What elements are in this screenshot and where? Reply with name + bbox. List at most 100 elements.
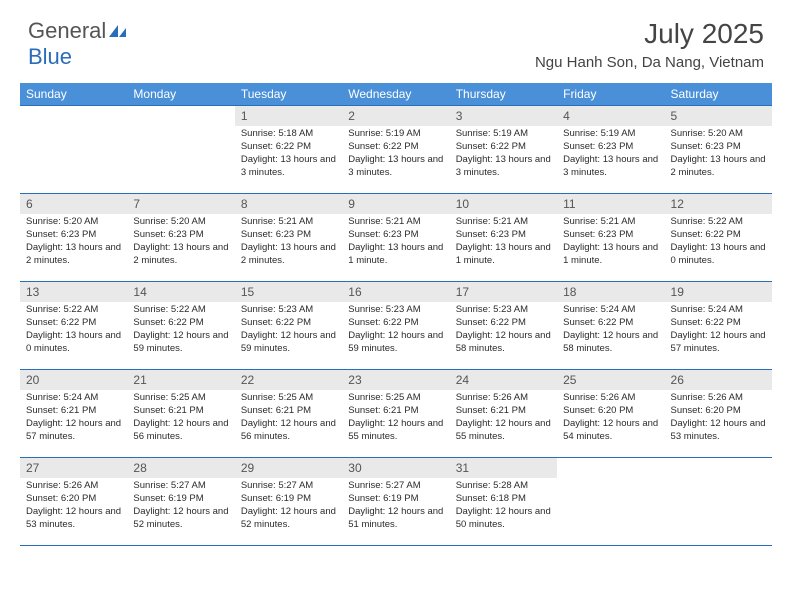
day-number: 1 bbox=[235, 106, 342, 126]
day-details: Sunrise: 5:27 AMSunset: 6:19 PMDaylight:… bbox=[342, 478, 449, 535]
daylight-line: Daylight: 12 hours and 58 minutes. bbox=[563, 330, 658, 356]
daylight-line: Daylight: 12 hours and 51 minutes. bbox=[348, 506, 443, 532]
daylight-line: Daylight: 12 hours and 52 minutes. bbox=[133, 506, 228, 532]
sunrise-line: Sunrise: 5:22 AM bbox=[26, 304, 121, 317]
daylight-line: Daylight: 13 hours and 3 minutes. bbox=[563, 154, 658, 180]
title-block: July 2025 Ngu Hanh Son, Da Nang, Vietnam bbox=[535, 18, 764, 71]
daylight-line: Daylight: 13 hours and 2 minutes. bbox=[241, 242, 336, 268]
sunset-line: Sunset: 6:22 PM bbox=[348, 317, 443, 330]
weekday-header: Tuesday bbox=[235, 83, 342, 106]
sunset-line: Sunset: 6:23 PM bbox=[671, 141, 766, 154]
calendar-day-cell: 10Sunrise: 5:21 AMSunset: 6:23 PMDayligh… bbox=[450, 194, 557, 282]
sunset-line: Sunset: 6:23 PM bbox=[26, 229, 121, 242]
daylight-line: Daylight: 12 hours and 55 minutes. bbox=[348, 418, 443, 444]
sunset-line: Sunset: 6:23 PM bbox=[133, 229, 228, 242]
sunrise-line: Sunrise: 5:28 AM bbox=[456, 480, 551, 493]
sunrise-line: Sunrise: 5:20 AM bbox=[671, 128, 766, 141]
calendar-day-cell: 19Sunrise: 5:24 AMSunset: 6:22 PMDayligh… bbox=[665, 282, 772, 370]
calendar-week-row: 20Sunrise: 5:24 AMSunset: 6:21 PMDayligh… bbox=[20, 370, 772, 458]
sunset-line: Sunset: 6:22 PM bbox=[133, 317, 228, 330]
sunrise-line: Sunrise: 5:24 AM bbox=[563, 304, 658, 317]
day-number: 12 bbox=[665, 194, 772, 214]
logo: General bbox=[28, 18, 128, 44]
day-number: 29 bbox=[235, 458, 342, 478]
sunrise-line: Sunrise: 5:23 AM bbox=[348, 304, 443, 317]
sunset-line: Sunset: 6:22 PM bbox=[456, 141, 551, 154]
sunrise-line: Sunrise: 5:27 AM bbox=[133, 480, 228, 493]
sunset-line: Sunset: 6:19 PM bbox=[348, 493, 443, 506]
day-number: 30 bbox=[342, 458, 449, 478]
sunrise-line: Sunrise: 5:25 AM bbox=[133, 392, 228, 405]
daylight-line: Daylight: 13 hours and 3 minutes. bbox=[348, 154, 443, 180]
day-details: Sunrise: 5:24 AMSunset: 6:22 PMDaylight:… bbox=[665, 302, 772, 359]
day-number: 17 bbox=[450, 282, 557, 302]
calendar-day-cell: 6Sunrise: 5:20 AMSunset: 6:23 PMDaylight… bbox=[20, 194, 127, 282]
calendar-day-cell: 29Sunrise: 5:27 AMSunset: 6:19 PMDayligh… bbox=[235, 458, 342, 546]
sunset-line: Sunset: 6:20 PM bbox=[563, 405, 658, 418]
calendar-day-cell: 20Sunrise: 5:24 AMSunset: 6:21 PMDayligh… bbox=[20, 370, 127, 458]
sunset-line: Sunset: 6:22 PM bbox=[348, 141, 443, 154]
sunset-line: Sunset: 6:19 PM bbox=[241, 493, 336, 506]
day-number: 19 bbox=[665, 282, 772, 302]
sunset-line: Sunset: 6:23 PM bbox=[348, 229, 443, 242]
month-title: July 2025 bbox=[535, 18, 764, 50]
sunset-line: Sunset: 6:22 PM bbox=[671, 229, 766, 242]
sunset-line: Sunset: 6:21 PM bbox=[456, 405, 551, 418]
day-number: 8 bbox=[235, 194, 342, 214]
sunrise-line: Sunrise: 5:19 AM bbox=[456, 128, 551, 141]
calendar-day-cell: 23Sunrise: 5:25 AMSunset: 6:21 PMDayligh… bbox=[342, 370, 449, 458]
day-number: 3 bbox=[450, 106, 557, 126]
daylight-line: Daylight: 13 hours and 0 minutes. bbox=[671, 242, 766, 268]
sunrise-line: Sunrise: 5:24 AM bbox=[26, 392, 121, 405]
calendar-day-cell bbox=[557, 458, 664, 546]
day-details: Sunrise: 5:20 AMSunset: 6:23 PMDaylight:… bbox=[20, 214, 127, 271]
calendar-day-cell: 13Sunrise: 5:22 AMSunset: 6:22 PMDayligh… bbox=[20, 282, 127, 370]
day-details: Sunrise: 5:25 AMSunset: 6:21 PMDaylight:… bbox=[235, 390, 342, 447]
day-details: Sunrise: 5:20 AMSunset: 6:23 PMDaylight:… bbox=[665, 126, 772, 183]
daylight-line: Daylight: 12 hours and 54 minutes. bbox=[563, 418, 658, 444]
sunrise-line: Sunrise: 5:20 AM bbox=[133, 216, 228, 229]
day-details: Sunrise: 5:25 AMSunset: 6:21 PMDaylight:… bbox=[127, 390, 234, 447]
sunrise-line: Sunrise: 5:21 AM bbox=[563, 216, 658, 229]
day-details: Sunrise: 5:22 AMSunset: 6:22 PMDaylight:… bbox=[127, 302, 234, 359]
page-header: General July 2025 Ngu Hanh Son, Da Nang,… bbox=[0, 0, 792, 79]
calendar-day-cell: 31Sunrise: 5:28 AMSunset: 6:18 PMDayligh… bbox=[450, 458, 557, 546]
daylight-line: Daylight: 13 hours and 1 minute. bbox=[348, 242, 443, 268]
day-number: 31 bbox=[450, 458, 557, 478]
daylight-line: Daylight: 12 hours and 58 minutes. bbox=[456, 330, 551, 356]
day-details: Sunrise: 5:28 AMSunset: 6:18 PMDaylight:… bbox=[450, 478, 557, 535]
daylight-line: Daylight: 12 hours and 57 minutes. bbox=[26, 418, 121, 444]
calendar-day-cell bbox=[20, 106, 127, 194]
calendar-week-row: 13Sunrise: 5:22 AMSunset: 6:22 PMDayligh… bbox=[20, 282, 772, 370]
weekday-header: Thursday bbox=[450, 83, 557, 106]
weekday-header: Sunday bbox=[20, 83, 127, 106]
day-number: 28 bbox=[127, 458, 234, 478]
day-details: Sunrise: 5:26 AMSunset: 6:20 PMDaylight:… bbox=[557, 390, 664, 447]
day-details: Sunrise: 5:26 AMSunset: 6:21 PMDaylight:… bbox=[450, 390, 557, 447]
daylight-line: Daylight: 12 hours and 55 minutes. bbox=[456, 418, 551, 444]
calendar-day-cell: 14Sunrise: 5:22 AMSunset: 6:22 PMDayligh… bbox=[127, 282, 234, 370]
weekday-header: Monday bbox=[127, 83, 234, 106]
day-details: Sunrise: 5:19 AMSunset: 6:22 PMDaylight:… bbox=[342, 126, 449, 183]
calendar-day-cell: 18Sunrise: 5:24 AMSunset: 6:22 PMDayligh… bbox=[557, 282, 664, 370]
sunrise-line: Sunrise: 5:27 AM bbox=[241, 480, 336, 493]
sunrise-line: Sunrise: 5:21 AM bbox=[456, 216, 551, 229]
day-details: Sunrise: 5:21 AMSunset: 6:23 PMDaylight:… bbox=[235, 214, 342, 271]
calendar-day-cell: 1Sunrise: 5:18 AMSunset: 6:22 PMDaylight… bbox=[235, 106, 342, 194]
calendar-day-cell: 26Sunrise: 5:26 AMSunset: 6:20 PMDayligh… bbox=[665, 370, 772, 458]
daylight-line: Daylight: 12 hours and 57 minutes. bbox=[671, 330, 766, 356]
sunrise-line: Sunrise: 5:22 AM bbox=[671, 216, 766, 229]
sunset-line: Sunset: 6:21 PM bbox=[348, 405, 443, 418]
sunset-line: Sunset: 6:22 PM bbox=[241, 317, 336, 330]
day-number: 11 bbox=[557, 194, 664, 214]
calendar-day-cell bbox=[665, 458, 772, 546]
sunset-line: Sunset: 6:21 PM bbox=[133, 405, 228, 418]
daylight-line: Daylight: 13 hours and 1 minute. bbox=[456, 242, 551, 268]
calendar-week-row: 1Sunrise: 5:18 AMSunset: 6:22 PMDaylight… bbox=[20, 106, 772, 194]
day-details: Sunrise: 5:18 AMSunset: 6:22 PMDaylight:… bbox=[235, 126, 342, 183]
daylight-line: Daylight: 13 hours and 2 minutes. bbox=[26, 242, 121, 268]
weekday-header: Friday bbox=[557, 83, 664, 106]
day-number: 27 bbox=[20, 458, 127, 478]
calendar-week-row: 27Sunrise: 5:26 AMSunset: 6:20 PMDayligh… bbox=[20, 458, 772, 546]
day-details: Sunrise: 5:23 AMSunset: 6:22 PMDaylight:… bbox=[342, 302, 449, 359]
